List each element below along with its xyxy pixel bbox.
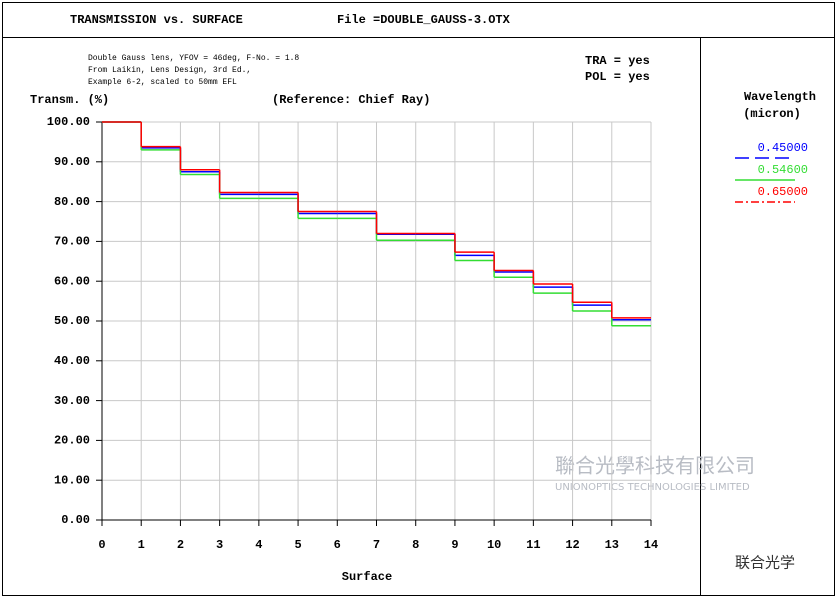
y-tick-label: 20.00	[54, 434, 90, 448]
x-tick-label: 4	[255, 538, 262, 552]
watermark: 联合光学	[735, 554, 795, 572]
x-tick-label: 13	[605, 538, 619, 552]
x-tick-label: 0	[98, 538, 105, 552]
x-tick-label: 3	[216, 538, 223, 552]
x-tick-label: 2	[177, 538, 184, 552]
legend-label: 0.45000	[758, 141, 808, 155]
y-tick-label: 90.00	[54, 155, 90, 169]
x-tick-label: 5	[294, 538, 301, 552]
watermark: UNIONOPTICS TECHNOLOGIES LIMITED	[555, 482, 750, 493]
y-tick-label: 10.00	[54, 473, 90, 487]
y-tick-label: 40.00	[54, 354, 90, 368]
x-tick-label: 6	[334, 538, 341, 552]
y-tick-label: 70.00	[54, 235, 90, 249]
x-tick-label: 14	[644, 538, 658, 552]
legend-label: 0.54600	[758, 163, 808, 177]
watermark: 聯合光學科技有限公司	[555, 454, 755, 478]
y-tick-label: 80.00	[54, 195, 90, 209]
x-tick-label: 11	[526, 538, 540, 552]
x-tick-label: 7	[373, 538, 380, 552]
note: Example 6-2, scaled to 50mm EFL	[88, 78, 237, 87]
note: From Laikin, Lens Design, 3rd Ed.,	[88, 66, 251, 75]
x-tick-label: 9	[451, 538, 458, 552]
reference: (Reference: Chief Ray)	[272, 93, 430, 107]
note: Double Gauss lens, YFOV = 46deg, F-No. =…	[88, 54, 299, 63]
y-tick-label: 100.00	[47, 115, 90, 129]
legend-title: (micron)	[743, 107, 801, 121]
y-tick-label: 30.00	[54, 394, 90, 408]
x-tick-label: 10	[487, 538, 501, 552]
y-tick-label: 0.00	[61, 513, 90, 527]
x-tick-label: 1	[138, 538, 145, 552]
legend-title: Wavelength	[744, 90, 816, 104]
x-tick-label: 12	[565, 538, 579, 552]
flag: TRA = yes	[585, 54, 650, 68]
y-axis-label: Transm. (%)	[30, 93, 109, 107]
file-name: File =DOUBLE_GAUSS-3.OTX	[337, 13, 511, 27]
x-axis-label: Surface	[342, 570, 392, 584]
flag: POL = yes	[585, 70, 650, 84]
x-tick-label: 8	[412, 538, 419, 552]
y-tick-label: 50.00	[54, 314, 90, 328]
legend-label: 0.65000	[758, 185, 808, 199]
y-tick-label: 60.00	[54, 274, 90, 288]
chart-title: TRANSMISSION vs. SURFACE	[70, 13, 243, 27]
